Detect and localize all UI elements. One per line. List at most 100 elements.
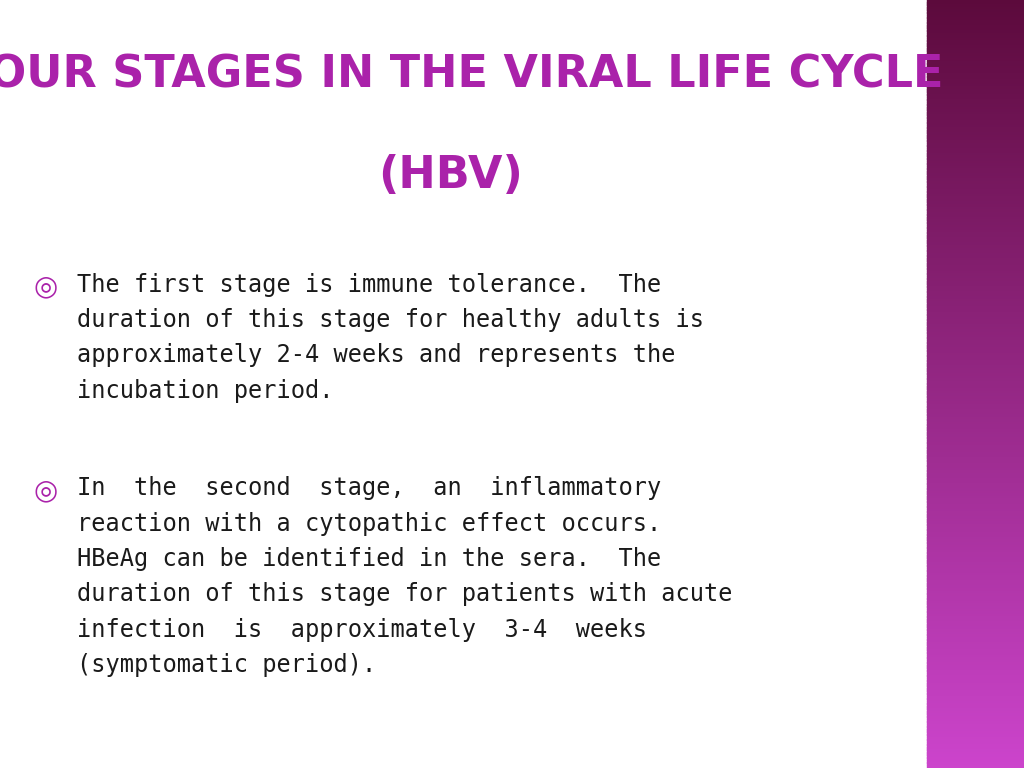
Bar	[927, 716, 1024, 720]
Bar	[927, 550, 1024, 553]
Bar	[927, 35, 1024, 38]
Bar	[927, 468, 1024, 471]
Bar	[927, 488, 1024, 492]
Bar	[927, 647, 1024, 650]
Bar	[927, 711, 1024, 714]
Bar	[927, 48, 1024, 51]
Bar	[927, 222, 1024, 225]
Bar	[927, 189, 1024, 192]
Bar	[927, 53, 1024, 56]
Bar	[927, 124, 1024, 128]
Bar	[927, 376, 1024, 379]
Bar	[927, 130, 1024, 133]
Bar	[927, 713, 1024, 717]
Bar	[927, 28, 1024, 31]
Bar	[927, 485, 1024, 489]
Bar	[927, 742, 1024, 745]
Bar	[927, 558, 1024, 561]
Bar	[927, 573, 1024, 576]
Bar	[927, 654, 1024, 658]
Bar	[927, 619, 1024, 622]
Bar	[927, 201, 1024, 205]
Bar	[927, 94, 1024, 98]
Bar	[927, 737, 1024, 740]
Bar	[927, 460, 1024, 463]
Bar	[927, 178, 1024, 182]
Bar	[927, 667, 1024, 670]
Bar	[927, 263, 1024, 266]
Bar	[927, 245, 1024, 248]
Bar	[927, 465, 1024, 468]
Bar	[927, 109, 1024, 113]
Bar	[927, 370, 1024, 374]
Bar	[927, 585, 1024, 589]
Bar	[927, 611, 1024, 614]
Bar	[927, 358, 1024, 361]
Bar	[927, 161, 1024, 164]
Bar	[927, 404, 1024, 407]
Bar	[927, 266, 1024, 269]
Bar	[927, 38, 1024, 41]
Bar	[927, 529, 1024, 532]
Bar	[927, 153, 1024, 156]
Bar	[927, 32, 1024, 36]
Bar	[927, 104, 1024, 108]
Bar	[927, 675, 1024, 678]
Bar	[927, 708, 1024, 712]
Bar	[927, 166, 1024, 169]
Bar	[927, 383, 1024, 386]
Bar	[927, 593, 1024, 597]
Bar	[927, 329, 1024, 333]
Bar	[927, 316, 1024, 320]
Bar	[927, 17, 1024, 21]
Bar	[927, 107, 1024, 110]
Bar	[927, 43, 1024, 46]
Bar	[927, 483, 1024, 486]
Bar	[927, 353, 1024, 356]
Bar	[927, 703, 1024, 707]
Bar	[927, 168, 1024, 171]
Bar	[927, 455, 1024, 458]
Bar	[927, 437, 1024, 440]
Bar	[927, 673, 1024, 676]
Bar	[927, 419, 1024, 422]
Bar	[927, 327, 1024, 330]
Bar	[927, 696, 1024, 699]
Bar	[927, 478, 1024, 482]
Bar	[927, 135, 1024, 138]
Bar	[927, 439, 1024, 443]
Bar	[927, 30, 1024, 33]
Bar	[927, 680, 1024, 684]
Bar	[927, 508, 1024, 512]
Bar	[927, 637, 1024, 640]
Bar	[927, 700, 1024, 704]
Bar	[927, 51, 1024, 54]
Bar	[927, 299, 1024, 302]
Bar	[927, 207, 1024, 210]
Bar	[927, 744, 1024, 747]
Bar	[927, 332, 1024, 336]
Bar	[927, 427, 1024, 430]
Bar	[927, 683, 1024, 686]
Bar	[927, 514, 1024, 517]
Bar	[927, 627, 1024, 630]
Bar	[927, 355, 1024, 359]
Bar	[927, 237, 1024, 240]
Bar	[927, 399, 1024, 402]
Bar	[927, 373, 1024, 376]
Bar	[927, 660, 1024, 663]
Bar	[927, 22, 1024, 25]
Bar	[927, 291, 1024, 294]
Bar	[927, 191, 1024, 194]
Bar	[927, 212, 1024, 215]
Bar	[927, 650, 1024, 653]
Bar	[927, 132, 1024, 136]
Bar	[927, 447, 1024, 451]
Bar	[927, 731, 1024, 735]
Bar	[927, 76, 1024, 79]
Bar	[927, 20, 1024, 23]
Bar	[927, 652, 1024, 655]
Bar	[927, 616, 1024, 620]
Bar	[927, 662, 1024, 666]
Bar	[927, 366, 1024, 369]
